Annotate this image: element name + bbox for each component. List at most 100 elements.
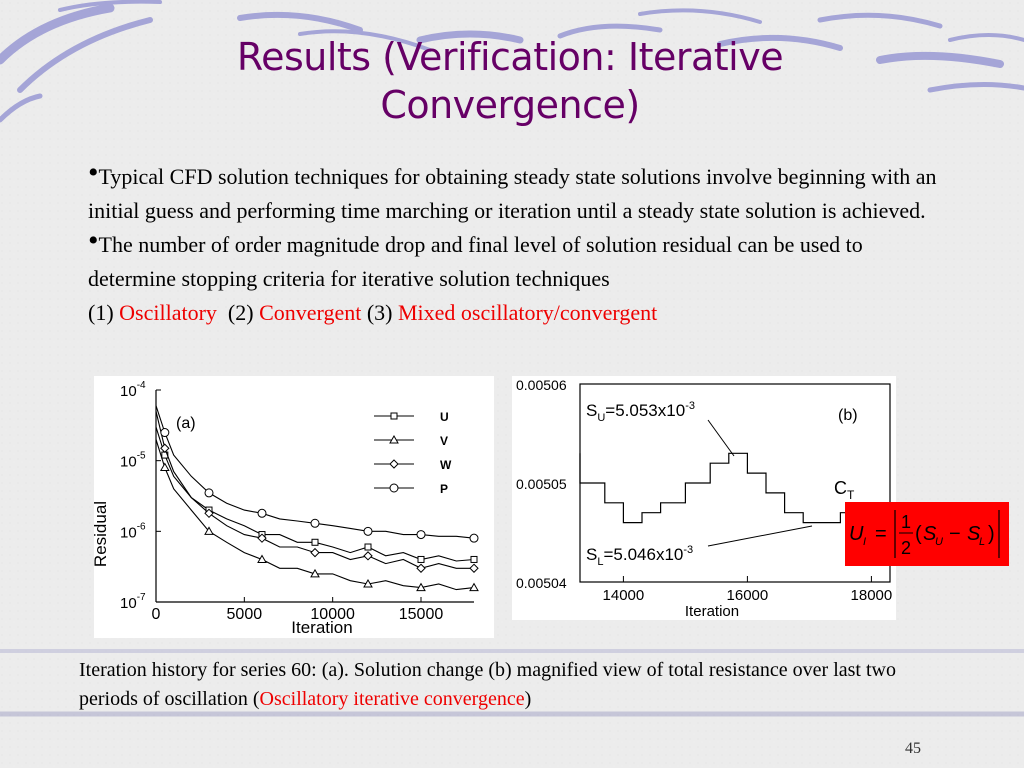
page-number: 45: [905, 740, 921, 757]
residual-chart: Residual Iteration (a) 0 5000 10000 15000 10…: [91, 380, 479, 637]
series-marker: [204, 488, 214, 498]
caption-end: ): [524, 688, 532, 710]
ct-label: C: [834, 478, 847, 498]
series-marker: [363, 526, 373, 536]
y-tick-label: 10-5: [120, 451, 146, 471]
bullet-item: •Typical CFD solution techniques for obt…: [88, 158, 948, 228]
x-tick-label: 18000: [851, 587, 893, 604]
annotation-label: S: [586, 401, 597, 420]
title-line-2: Convergence): [380, 83, 640, 127]
series-marker: [469, 563, 479, 573]
series-line: [155, 439, 475, 591]
bullet-list: •Typical CFD solution techniques for obt…: [88, 158, 948, 330]
series-marker: [389, 483, 399, 493]
series-marker: [310, 547, 320, 558]
annotation-sl: SL=5.046x10-3: [586, 525, 813, 568]
series-marker: [389, 434, 399, 444]
formula-den: 2: [901, 538, 911, 558]
series-marker: [389, 459, 399, 469]
bullet-text: The number of order magnitude drop and f…: [88, 232, 863, 291]
series-marker: [257, 533, 267, 543]
y-tick-label: 0.00504: [516, 575, 567, 591]
resistance-chart: Iteration (b) 0.00506 0.00505 0.00504 14000…: [516, 377, 893, 620]
legend-item: P: [374, 482, 448, 496]
series-v: [155, 439, 479, 592]
y-tick-label: 0.00506: [516, 377, 567, 393]
series-label-ct: CT: [834, 478, 855, 502]
series-marker: [257, 554, 267, 563]
y-axis-label: Residual: [94, 501, 110, 567]
series-marker: [311, 538, 319, 546]
panel-label: (a): [176, 415, 196, 432]
series-marker: [160, 443, 170, 453]
series-marker: [257, 508, 267, 518]
legend-label: U: [440, 410, 449, 424]
svg-text:SL=5.046x10-3: SL=5.046x10-3: [586, 544, 693, 568]
item-label: Oscillatory: [119, 300, 217, 325]
series-marker: [160, 428, 170, 438]
caption-text: Iteration history for series 60: (a). So…: [79, 659, 896, 710]
y-tick-label: 10-7: [120, 592, 146, 612]
bullet-dot-icon: •: [88, 224, 99, 257]
formula-s1: S: [923, 523, 937, 545]
series-marker: [310, 518, 320, 528]
x-tick-label: 10000: [310, 606, 355, 623]
series-ct-line: [579, 452, 878, 524]
y-tick-label: 10-6: [120, 521, 146, 541]
y-tick-label: 0.00505: [516, 476, 567, 492]
annotation-value: =5.053x10: [605, 401, 685, 420]
series-marker: [417, 555, 425, 563]
series-p: [155, 405, 479, 543]
x-tick-label: 0: [152, 606, 161, 623]
formula-eq: =: [875, 523, 887, 545]
annotation-sub: U: [597, 412, 605, 424]
title-line-1: Results (Verification: Iterative: [236, 35, 784, 79]
legend-label: P: [440, 482, 448, 496]
bullet-text: Typical CFD solution techniques for obta…: [88, 164, 937, 223]
annotation-exp: -3: [685, 400, 695, 412]
formula-minus: −: [949, 523, 961, 545]
bullet-dot-icon: •: [88, 156, 99, 189]
series-marker: [416, 582, 426, 592]
figure-caption: Iteration history for series 60: (a). So…: [79, 656, 929, 714]
item-number: (2): [227, 300, 254, 325]
formula-s1-sub: U: [935, 536, 943, 548]
formula-paren-open: (: [915, 523, 922, 545]
svg-text:SU=5.053x10-3: SU=5.053x10-3: [586, 400, 695, 424]
series-marker: [469, 582, 479, 592]
uncertainty-formula: U I = 1 2 ( S U − S L ): [849, 510, 1000, 558]
y-tick-label: 10-4: [120, 380, 146, 400]
series-marker: [470, 555, 478, 563]
series-marker: [363, 578, 373, 588]
item-number: (1): [88, 300, 114, 325]
annotation-su: SU=5.053x10-3: [586, 400, 735, 457]
series-marker: [416, 530, 426, 540]
bullet-item: •The number of order magnitude drop and …: [88, 226, 948, 330]
legend-item: W: [374, 458, 452, 472]
x-tick-label: 5000: [227, 606, 263, 623]
series-marker: [469, 533, 479, 543]
x-tick-label: 16000: [727, 587, 769, 604]
legend-label: W: [440, 458, 452, 472]
figure-b-total-resistance: Iteration (b) 0.00506 0.00505 0.00504 14000…: [512, 376, 896, 620]
x-tick-label: 15000: [399, 606, 444, 623]
legend-item: V: [374, 434, 448, 448]
series-marker: [390, 412, 398, 420]
annotation-exp: -3: [683, 544, 693, 556]
formula-s2-sub: L: [979, 536, 985, 548]
annotation-label: S: [586, 545, 597, 564]
x-tick-label: 14000: [603, 587, 645, 604]
legend-item: U: [374, 410, 449, 424]
formula-s2: S: [967, 523, 981, 545]
formula-lhs-sub: I: [863, 536, 866, 548]
formula-paren-close: ): [988, 523, 995, 545]
series-u: [155, 426, 478, 563]
figure-a-residual-history: Residual Iteration (a) 0 5000 10000 15000 10…: [91, 376, 494, 638]
panel-label: (b): [838, 407, 858, 424]
series-line: [155, 405, 475, 539]
x-axis-label: Iteration: [291, 618, 352, 637]
series-marker: [159, 462, 170, 472]
annotation-value: =5.046x10: [603, 545, 683, 564]
ct-sub: T: [847, 488, 855, 502]
series-marker: [363, 551, 373, 561]
